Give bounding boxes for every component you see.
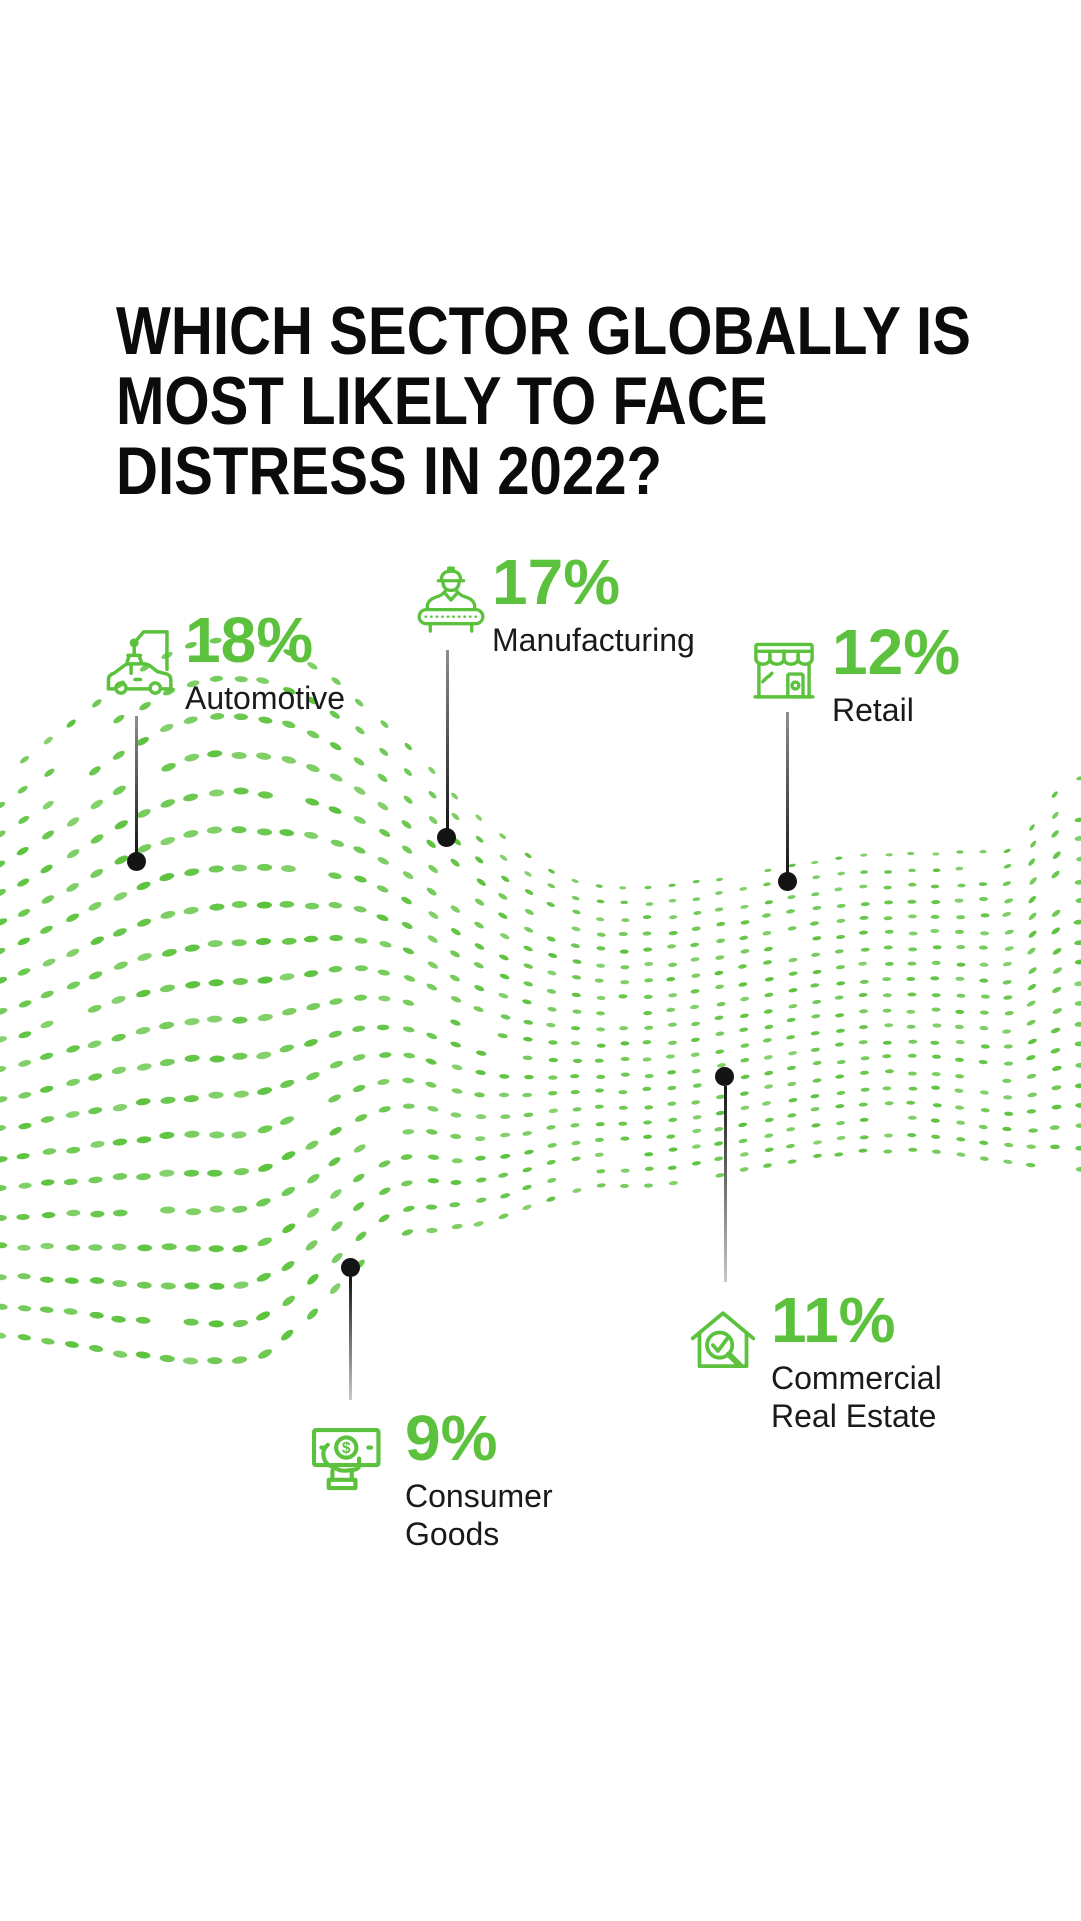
wave-anchor-dot-consumer-goods [341, 1258, 360, 1277]
percent-value-retail: 12% [832, 616, 961, 688]
percent-value-commercial-real-estate: 11% [771, 1284, 896, 1356]
car-assembly-icon [106, 630, 173, 695]
storefront-icon [753, 642, 815, 699]
title-line-2: MOST LIKELY TO FACE [116, 363, 768, 439]
page-title: WHICH SECTOR GLOBALLY IS MOST LIKELY TO … [116, 296, 971, 506]
sector-commercial-real-estate: 11% Commercial Real Estate [681, 1288, 1001, 1435]
connector-line-consumer-goods [349, 1277, 352, 1400]
wave-anchor-dot-retail [778, 872, 797, 891]
connector-line-retail [786, 712, 789, 874]
sector-label-commercial-real-estate: Commercial Real Estate [771, 1360, 942, 1434]
house-search-icon [690, 1311, 756, 1369]
connector-line-manufacturing [446, 650, 449, 830]
wave-anchor-dot-automotive [127, 852, 146, 871]
sector-label-automotive: Automotive [185, 680, 346, 716]
sector-automotive: 18% Automotive [103, 608, 345, 717]
connector-line-commercial-real-estate [724, 1086, 727, 1282]
title-line-1: WHICH SECTOR GLOBALLY IS [116, 293, 971, 369]
sector-label-manufacturing: Manufacturing [492, 622, 695, 658]
sector-label-consumer-goods: Consumer Goods [405, 1478, 553, 1552]
percent-value-manufacturing: 17% [492, 546, 621, 618]
sector-consumer-goods: $ 9% Consumer Goods [301, 1406, 595, 1553]
wave-anchor-dot-manufacturing [437, 828, 456, 847]
sector-retail: 12% Retail [744, 620, 960, 729]
wave-anchor-dot-commercial-real-estate [715, 1067, 734, 1086]
percent-value-consumer-goods: 9% [405, 1402, 498, 1474]
title-line-3: DISTRESS IN 2022? [116, 433, 663, 509]
sector-label-retail: Retail [832, 692, 914, 728]
sector-manufacturing: 17% Manufacturing [414, 550, 695, 659]
dollar-glyph: $ [342, 1440, 351, 1457]
connector-line-automotive [135, 716, 138, 854]
factory-worker-icon [417, 566, 485, 633]
percent-value-automotive: 18% [185, 604, 314, 676]
money-hand-icon: $ [311, 1428, 381, 1491]
